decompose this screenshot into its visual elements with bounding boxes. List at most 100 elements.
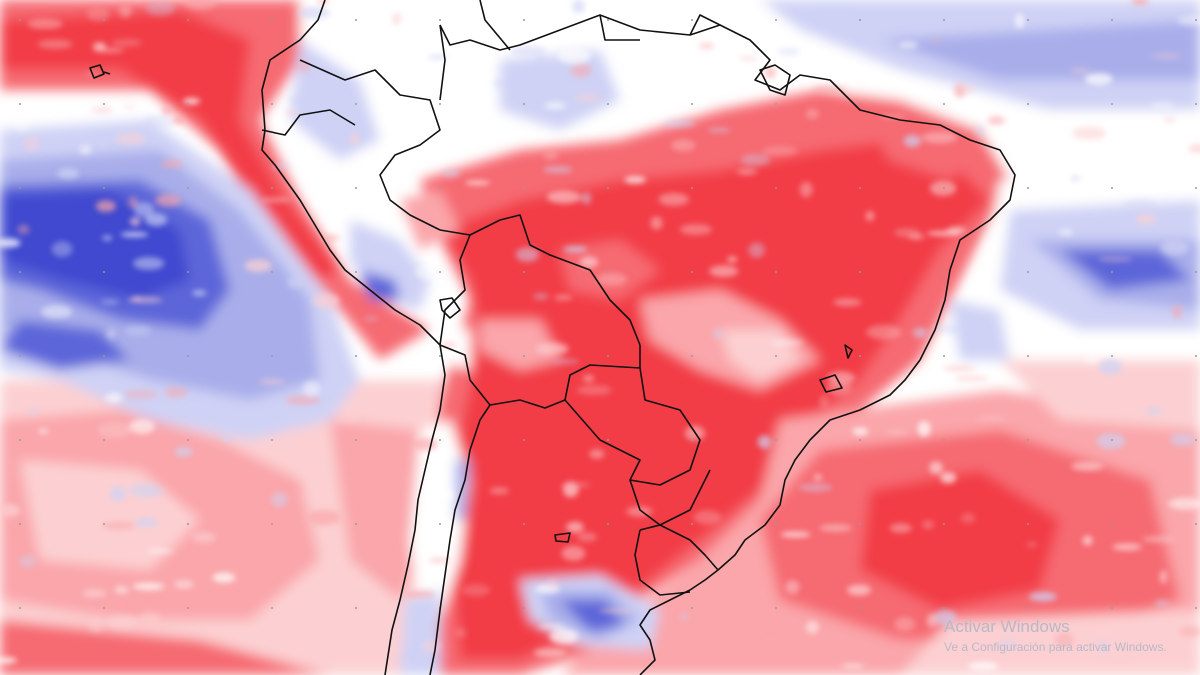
- field-speckle: [889, 523, 912, 533]
- field-speckle: [777, 48, 800, 56]
- grid-dot: [19, 271, 21, 273]
- border-argentina-north: [429, 404, 491, 675]
- grid-dot: [523, 355, 525, 357]
- field-speckle: [1136, 214, 1157, 225]
- grid-dot: [1195, 439, 1197, 441]
- grid-dot: [271, 103, 273, 105]
- field-speckle: [931, 38, 941, 45]
- island-1: [819, 374, 843, 393]
- field-speckle: [173, 579, 194, 589]
- field-speckle: [161, 105, 173, 115]
- grid-dot: [103, 439, 105, 441]
- field-speckle: [898, 41, 919, 49]
- grid-dot: [355, 607, 357, 609]
- border-peru-brazil: [439, 214, 641, 346]
- field-speckle: [1112, 651, 1132, 658]
- grid-dot: [355, 439, 357, 441]
- field-speckle: [538, 624, 565, 629]
- field-speckle: [894, 228, 920, 238]
- field-speckle: [533, 648, 567, 658]
- field-speckle: [771, 338, 804, 347]
- grid-dot: [775, 607, 777, 609]
- field-speckle: [1072, 126, 1107, 140]
- field-speckle: [97, 422, 133, 438]
- field-speckle: [543, 150, 558, 160]
- field-speckle: [174, 446, 193, 457]
- field-speckle: [727, 256, 738, 263]
- field-speckle: [0, 656, 18, 664]
- activation-watermark: Activar Windows Ve a Configuración para …: [944, 617, 1167, 654]
- grid-dot: [187, 187, 189, 189]
- field-speckle: [666, 326, 679, 332]
- grid-dot: [271, 271, 273, 273]
- field-speckle: [183, 97, 201, 105]
- grid-dot: [1027, 103, 1029, 105]
- field-speckle: [576, 385, 612, 396]
- field-speckle: [658, 192, 689, 206]
- field-speckle: [92, 42, 107, 50]
- grid-dot: [943, 187, 945, 189]
- grid-dot: [1027, 19, 1029, 21]
- field-speckle: [1168, 497, 1200, 510]
- field-speckle: [598, 608, 634, 613]
- field-speckle: [105, 392, 123, 403]
- field-speckle: [799, 181, 813, 198]
- field-speckle: [819, 524, 852, 532]
- grid-dot: [187, 523, 189, 525]
- grid-dot: [271, 355, 273, 357]
- field-speckle: [129, 217, 141, 226]
- field-speckle: [574, 94, 601, 102]
- grid-dot: [271, 523, 273, 525]
- field-speckle: [271, 492, 288, 507]
- field-speckle: [943, 364, 976, 372]
- grid-dot: [943, 19, 945, 21]
- field-speckle: [428, 557, 451, 564]
- field-speckle: [1163, 117, 1176, 123]
- field-speckle: [819, 12, 852, 17]
- field-speckle: [974, 124, 985, 138]
- field-speckle: [131, 601, 158, 612]
- field-speckle: [549, 628, 579, 645]
- field-speckle: [572, 0, 585, 14]
- field-speckle: [805, 620, 819, 634]
- field-speckle: [552, 358, 580, 365]
- grid-dot: [691, 607, 693, 609]
- field-speckle: [219, 435, 235, 441]
- grid-dot: [187, 271, 189, 273]
- field-speckle: [865, 211, 875, 221]
- field-speckle: [841, 663, 865, 668]
- field-speckle: [128, 483, 162, 498]
- grid-dot: [19, 19, 21, 21]
- grid-dot: [859, 19, 861, 21]
- field-speckle: [1173, 304, 1182, 319]
- field-speckle: [1082, 535, 1093, 546]
- grid-dot: [439, 439, 441, 441]
- grid-dot: [523, 103, 525, 105]
- island-galapagos: [89, 64, 111, 79]
- grid-dot: [607, 607, 609, 609]
- border-north-2: [439, 24, 446, 101]
- field-speckle: [212, 572, 236, 583]
- field-speckle: [1058, 229, 1074, 236]
- field-speckle: [127, 296, 163, 303]
- field-speckle: [1177, 15, 1200, 26]
- field-speckle: [184, 0, 217, 10]
- field-speckle: [929, 180, 957, 196]
- field-speckle: [427, 55, 448, 60]
- grid-dot: [1195, 19, 1197, 21]
- grid-dot: [775, 19, 777, 21]
- grid-dot: [859, 439, 861, 441]
- field-speckle: [394, 67, 422, 74]
- field-speckle: [79, 144, 92, 155]
- grid-dot: [775, 523, 777, 525]
- field-speckle: [133, 256, 165, 270]
- field-speckle: [13, 115, 30, 132]
- field-speckle: [709, 265, 739, 278]
- field-speckle: [461, 584, 491, 597]
- field-speckle: [785, 580, 800, 594]
- field-speckle: [261, 197, 292, 203]
- grid-dot: [1195, 355, 1197, 357]
- field-speckle: [405, 590, 435, 598]
